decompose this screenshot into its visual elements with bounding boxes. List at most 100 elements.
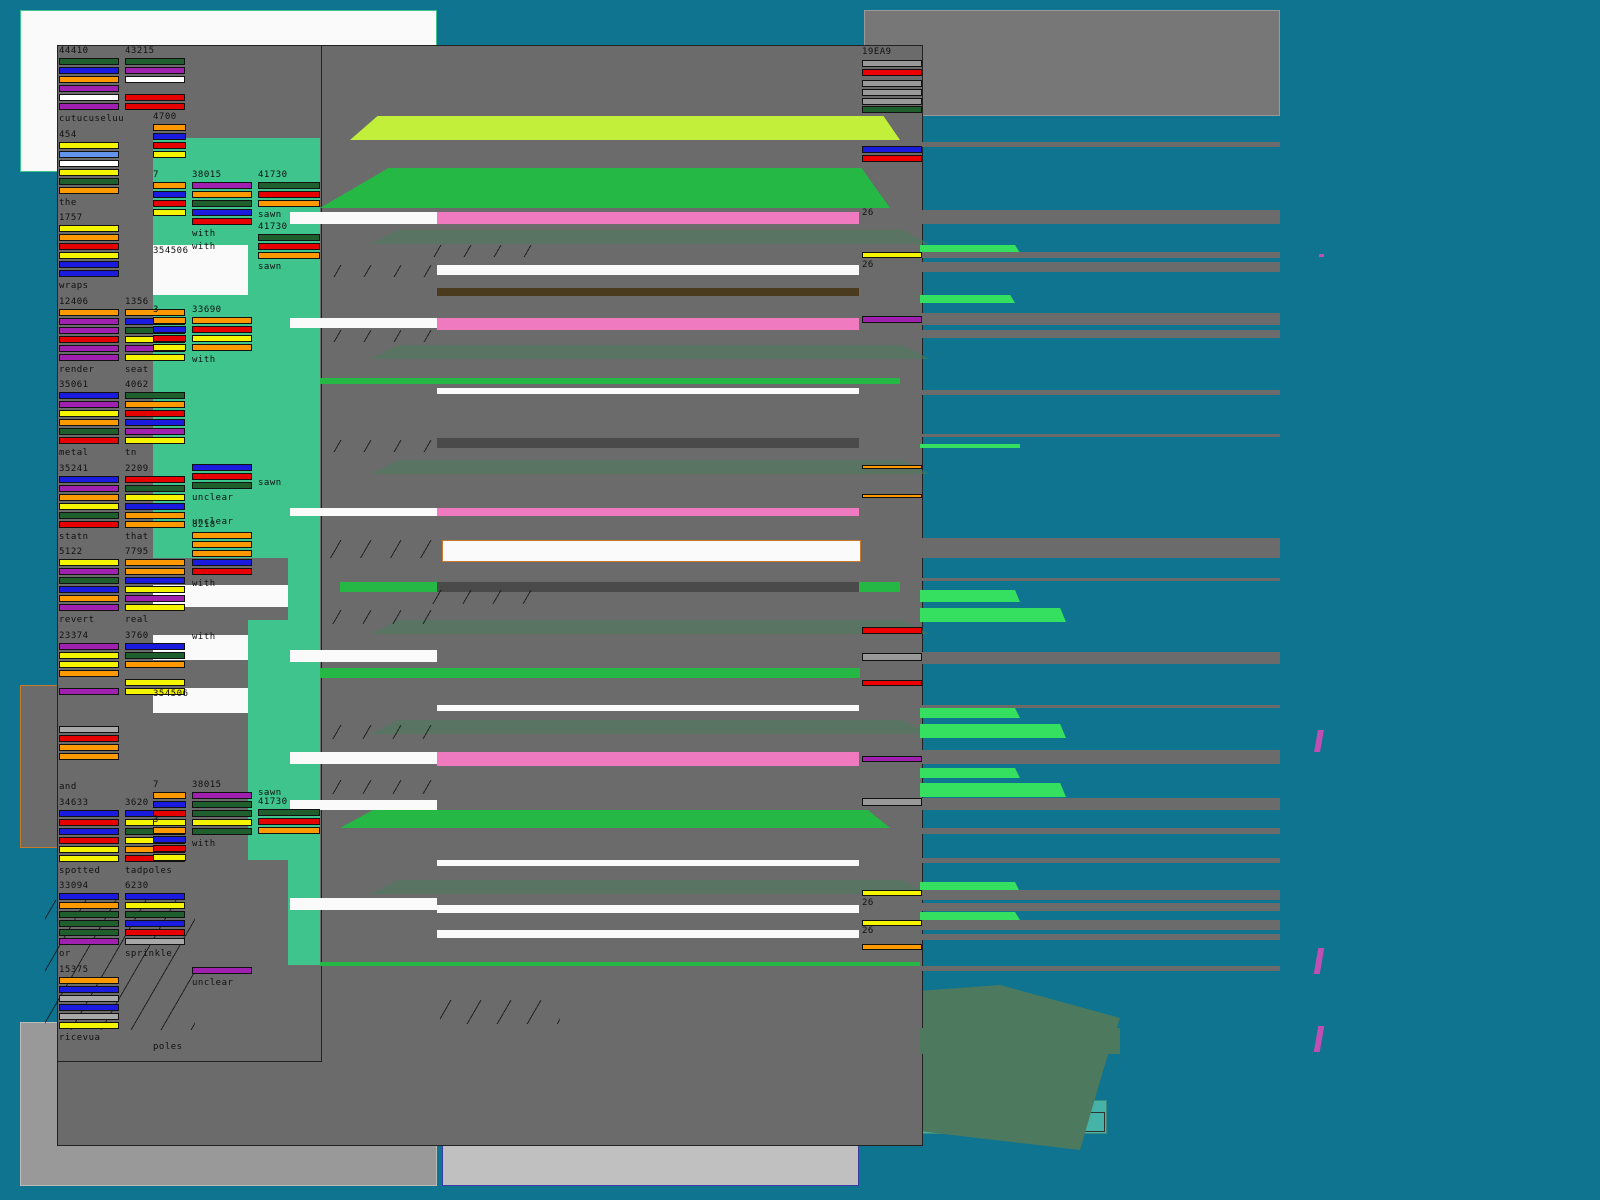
right-stripe-8 xyxy=(862,155,922,162)
white-band-6 xyxy=(442,540,861,562)
legend-stripe xyxy=(192,532,252,539)
legend-number: 43215 xyxy=(125,46,155,56)
right-stripe-15 xyxy=(862,680,922,686)
legend-stripe xyxy=(125,353,185,361)
right-band-8 xyxy=(864,434,1280,437)
legend-stripe xyxy=(258,191,320,198)
right-stripe-16 xyxy=(862,756,922,762)
sliver-label-sawn-1: sawn xyxy=(258,478,282,488)
legend-stripe xyxy=(59,484,119,492)
legend-stripe xyxy=(153,209,186,216)
legend-stripe xyxy=(258,818,320,825)
right-stripe-6 xyxy=(862,106,922,113)
right-band-4 xyxy=(864,262,1280,272)
legend-stripe xyxy=(192,326,252,333)
hatch-5 xyxy=(330,540,450,558)
right-band-14 xyxy=(864,798,1280,810)
legend-stripe xyxy=(125,586,185,593)
right-band-17 xyxy=(864,890,1280,900)
legend-stripe xyxy=(59,559,119,566)
legend-stripe xyxy=(125,642,185,650)
legend-stripe xyxy=(125,103,185,110)
right-stripe-17 xyxy=(862,798,922,806)
ghost-band-6 xyxy=(370,880,930,894)
legend-number: 5122 xyxy=(59,547,83,557)
legend-number: 4062 xyxy=(125,380,149,390)
legend-stripe xyxy=(59,428,119,435)
legend-stripe xyxy=(59,827,119,835)
legend-stripe xyxy=(125,568,185,575)
legend-label: tn xyxy=(125,448,137,458)
white-band-11 xyxy=(290,800,437,810)
legend-number: 454 xyxy=(59,129,77,140)
legend-number: 1757 xyxy=(59,213,83,223)
legend-stripe xyxy=(59,353,119,361)
legend-stripe xyxy=(59,920,119,927)
legend-number: 4700 xyxy=(153,112,177,122)
right-stripe-1 xyxy=(862,60,922,67)
top-right-window xyxy=(864,10,1280,116)
hatch-8 xyxy=(330,725,450,739)
legend-label: sprinkle xyxy=(125,949,173,959)
legend-number: 23374 xyxy=(59,630,89,641)
legend-stripe xyxy=(125,911,185,918)
legend-stripe xyxy=(125,678,185,686)
legend-stripe xyxy=(59,511,119,519)
legend-stripe xyxy=(59,726,119,733)
right-band-12 xyxy=(864,705,1280,708)
legend-stripe xyxy=(59,308,119,316)
legend-stripe xyxy=(59,568,119,575)
legend-stripe xyxy=(125,920,185,927)
legend-number: 1356 xyxy=(125,296,149,307)
right-stripe-4 xyxy=(862,89,922,96)
legend-label: cutucuseluu xyxy=(59,114,125,124)
misc-number-19ea9: 19EA9 xyxy=(862,47,892,57)
legend-stripe xyxy=(59,985,119,993)
legend-label: the xyxy=(59,197,77,208)
legend-stripe xyxy=(59,902,119,909)
legend-label: sawn xyxy=(258,262,282,272)
legend-stripe xyxy=(153,326,186,333)
legend-stripe xyxy=(59,437,119,444)
legend-stripe xyxy=(192,792,252,799)
legend-stripe xyxy=(192,967,252,974)
pink-mark-1 xyxy=(1319,254,1324,257)
right-stripe-19 xyxy=(862,920,922,926)
legend-stripe xyxy=(125,58,185,65)
right-stripe-20 xyxy=(862,944,922,950)
legend-stripe xyxy=(59,893,119,900)
dark-band-1 xyxy=(437,438,859,448)
right-band-5 xyxy=(864,313,1280,325)
legend-stripe xyxy=(59,1021,119,1029)
right-band-19 xyxy=(864,920,1280,930)
hatch-3 xyxy=(330,330,450,342)
legend-stripe xyxy=(125,493,185,501)
legend-stripe xyxy=(59,493,119,501)
right-green-5 xyxy=(920,608,1066,622)
legend-stripe xyxy=(192,568,252,575)
hatch-4 xyxy=(330,440,450,452)
misc-number-26-a: 26 xyxy=(862,208,874,218)
legend-stripe xyxy=(59,651,119,659)
white-band-5 xyxy=(290,508,437,516)
right-band-9 xyxy=(864,538,1280,558)
legend-number: 3 xyxy=(153,305,159,315)
legend-label: with xyxy=(192,229,216,239)
lime-band xyxy=(350,116,900,140)
legend-stripe xyxy=(59,58,119,65)
legend-stripe xyxy=(125,392,185,399)
legend-stripe xyxy=(258,809,320,816)
legend-stripe xyxy=(192,464,252,471)
legend-stripe xyxy=(59,150,119,158)
legend-stripe xyxy=(59,141,119,149)
legend-stripe xyxy=(125,651,185,659)
green-band-4 xyxy=(320,668,860,678)
legend-number: 3 xyxy=(153,815,159,825)
legend-number: 12406 xyxy=(59,296,89,307)
legend-stripe xyxy=(125,511,185,519)
legend-number: 3620 xyxy=(125,797,149,808)
white-band-14 xyxy=(437,860,859,866)
sliver-label-sawn-2: sawn xyxy=(258,788,282,798)
right-gray-tail xyxy=(920,1028,1120,1054)
legend-stripe xyxy=(59,261,119,268)
